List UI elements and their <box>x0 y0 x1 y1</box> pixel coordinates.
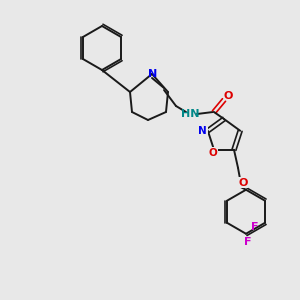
Text: N: N <box>148 69 158 79</box>
Text: O: O <box>208 148 217 158</box>
Text: O: O <box>223 91 233 101</box>
Text: F: F <box>251 222 259 232</box>
Text: O: O <box>238 178 248 188</box>
Text: F: F <box>244 237 252 247</box>
Text: N: N <box>199 126 207 136</box>
Text: HN: HN <box>181 109 199 119</box>
